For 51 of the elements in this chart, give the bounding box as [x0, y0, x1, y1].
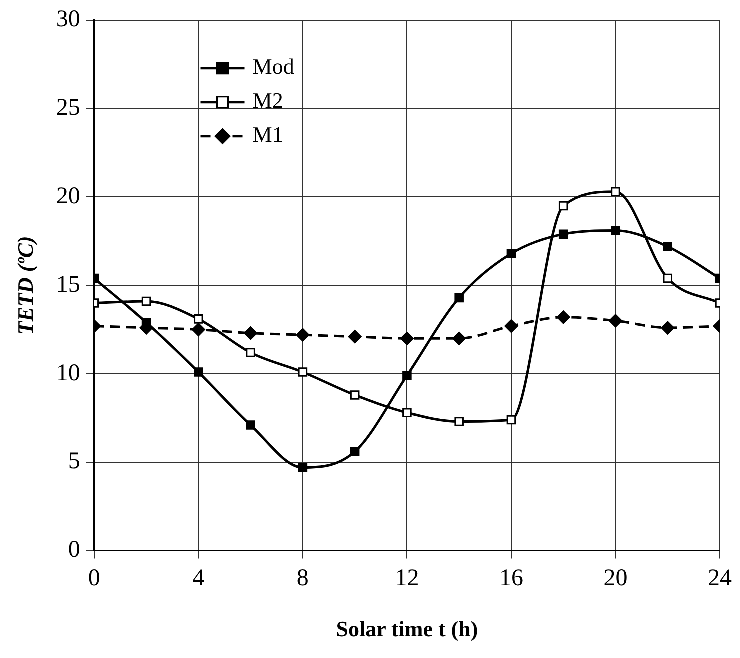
point	[558, 201, 568, 211]
y-tick-label: 15	[56, 272, 80, 298]
point	[661, 321, 675, 335]
point	[350, 390, 360, 400]
point	[246, 348, 256, 358]
x-tick-label: 12	[395, 565, 420, 592]
point	[350, 447, 360, 456]
point	[611, 187, 620, 197]
x-tick-label: 16	[499, 565, 524, 592]
x-tick-label: 0	[88, 565, 100, 592]
legend-label: M1	[252, 122, 284, 148]
point	[192, 323, 206, 337]
point	[556, 310, 570, 324]
point	[142, 296, 152, 306]
x-axis-title: Solar time t (h)	[336, 616, 478, 642]
point	[452, 332, 466, 346]
point	[454, 293, 464, 303]
point	[402, 371, 412, 380]
x-tick-label: 8	[296, 565, 309, 592]
point	[506, 249, 516, 258]
point	[608, 314, 622, 328]
point	[348, 330, 362, 344]
point	[298, 368, 308, 377]
y-tick-label: 30	[56, 6, 80, 33]
legend-label: Mod	[252, 54, 294, 80]
point	[298, 463, 308, 472]
x-tick-label: 24	[708, 565, 732, 592]
point	[506, 415, 516, 425]
y-tick-label: 25	[56, 95, 80, 122]
point	[142, 318, 152, 328]
y-tick-label: 5	[68, 448, 80, 475]
point	[244, 326, 258, 340]
y-tick-label: 20	[56, 183, 80, 210]
point	[504, 320, 518, 334]
point	[400, 332, 414, 346]
point	[558, 230, 568, 239]
y-tick-label: 0	[68, 537, 80, 564]
y-axis-title: TETD (ºC)	[12, 236, 38, 336]
x-tick-label: 20	[604, 565, 628, 592]
point	[296, 328, 310, 342]
point	[611, 226, 620, 236]
y-tick-label: 10	[56, 360, 80, 386]
point	[402, 408, 412, 418]
point	[194, 368, 204, 377]
legend-label: M2	[252, 88, 284, 114]
point	[663, 242, 673, 252]
point	[454, 417, 464, 426]
point	[663, 274, 673, 284]
point	[194, 314, 204, 324]
x-tick-label: 4	[192, 565, 205, 592]
point	[246, 420, 256, 430]
